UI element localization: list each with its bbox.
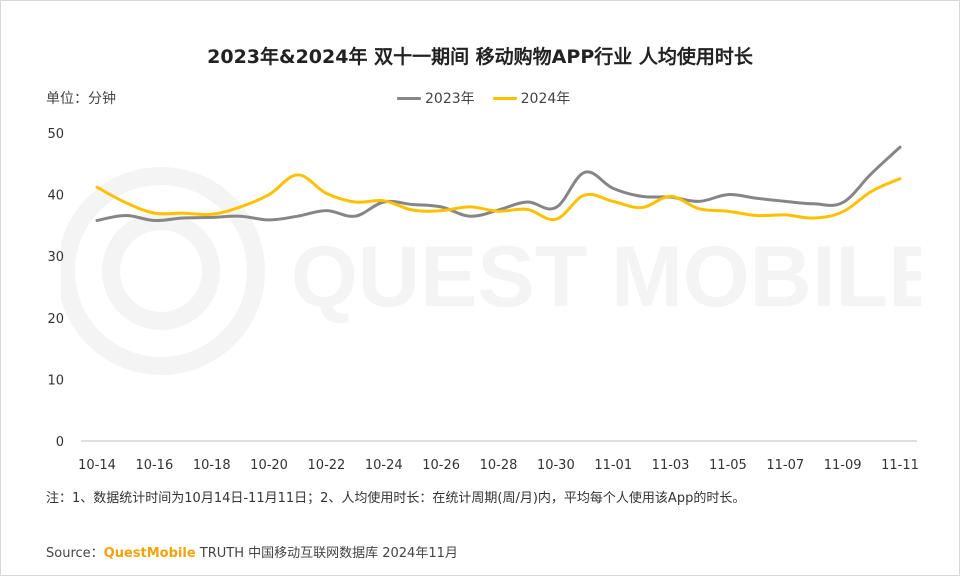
- x-tick-label: 10-16: [135, 458, 173, 473]
- x-tick-label: 11-05: [709, 458, 747, 473]
- y-tick-label: 0: [56, 435, 64, 450]
- x-tick-label: 10-26: [422, 458, 460, 473]
- watermark: QUEST MOBILE: [61, 167, 921, 375]
- y-axis: 0 10 20 30 40 50: [47, 127, 64, 450]
- legend-item-2024: 2024年: [492, 88, 571, 108]
- x-tick-label: 10-14: [78, 458, 116, 473]
- unit-label: 单位：分钟: [46, 91, 116, 107]
- x-tick-label: 10-28: [480, 458, 518, 473]
- y-tick-label: 20: [47, 312, 64, 327]
- chart-title: 2023年&2024年 双十一期间 移动购物APP行业 人均使用时长: [207, 46, 753, 68]
- legend-label-2023: 2023年: [425, 91, 475, 107]
- legend: 2023年 2024年: [397, 88, 588, 108]
- y-tick-label: 40: [47, 189, 64, 204]
- y-tick-label: 30: [47, 250, 64, 265]
- series-line-2024: [95, 173, 902, 222]
- source-brand: QuestMobile: [103, 546, 196, 561]
- footnote: 注：1、数据统计时间为10月14日-11月11日；2、人均使用时长：在统计周期(…: [46, 491, 746, 506]
- legend-swatch-2024: [492, 96, 517, 100]
- y-tick-label: 50: [47, 127, 64, 142]
- x-tick-label: 10-24: [365, 458, 403, 473]
- x-tick-label: 11-01: [594, 458, 632, 473]
- legend-swatch-2023: [397, 96, 421, 100]
- legend-item-2023: 2023年: [397, 88, 475, 108]
- x-tick-label: 10-22: [308, 458, 346, 473]
- x-tick-label: 11-11: [881, 458, 919, 473]
- x-tick-label: 11-03: [652, 458, 690, 473]
- x-tick-label: 11-07: [766, 458, 804, 473]
- y-tick-label: 10: [47, 373, 64, 388]
- series-lines: [95, 145, 902, 223]
- x-tick-label: 10-30: [537, 458, 575, 473]
- source-line: Source：QuestMobile TRUTH 中国移动互联网数据库 2024…: [46, 542, 458, 561]
- x-axis: 10-14 10-16 10-18 10-20 10-22 10-24 10-26 10-28…: [78, 440, 919, 473]
- x-tick-label: 11-09: [824, 458, 862, 473]
- series-line-2023: [95, 145, 902, 223]
- legend-label-2024: 2024年: [520, 91, 571, 107]
- x-tick-label: 10-18: [193, 458, 231, 473]
- x-tick-label: 10-20: [250, 458, 288, 473]
- source-prefix: Source：: [46, 546, 104, 561]
- watermark-text: QUEST MOBILE: [291, 229, 921, 325]
- source-rest: TRUTH 中国移动互联网数据库 2024年11月: [195, 546, 458, 561]
